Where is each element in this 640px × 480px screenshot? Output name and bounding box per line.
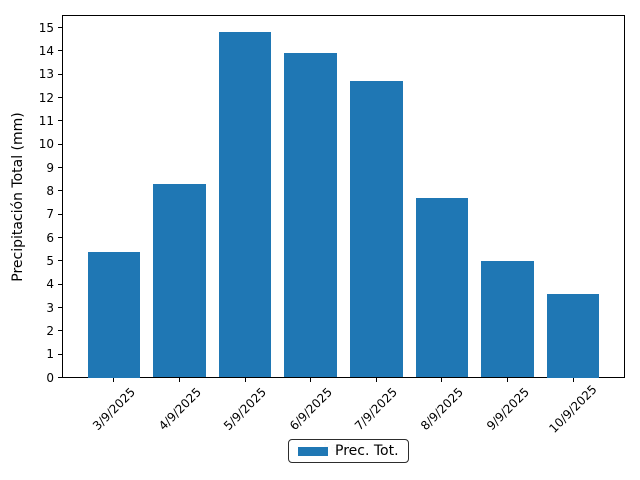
y-tick-label: 7 (46, 207, 54, 222)
bar (87, 251, 141, 378)
y-tick-mark (58, 213, 62, 215)
y-tick-mark (58, 27, 62, 29)
y-tick-label: 6 (46, 230, 54, 245)
y-tick-mark (58, 330, 62, 332)
x-tick-label: 10/9/2025 (546, 382, 600, 436)
y-tick-mark (58, 377, 62, 378)
y-tick-mark (58, 283, 62, 285)
x-tick-mark (113, 377, 115, 382)
x-tick-label: 5/9/2025 (221, 384, 270, 434)
bar (481, 260, 534, 378)
x-tick-mark (179, 377, 180, 382)
y-tick-label: 15 (38, 20, 54, 35)
y-tick-label: 13 (38, 67, 54, 82)
bar (350, 81, 403, 378)
y-tick-label: 9 (46, 160, 54, 175)
bar (153, 183, 206, 378)
y-tick-label: 11 (38, 113, 54, 128)
y-tick-mark (58, 190, 62, 192)
legend-label: Prec. Tot. (335, 443, 399, 459)
x-tick-label: 3/9/2025 (89, 384, 138, 434)
y-axis-label: Precipitación Total (mm) (10, 111, 27, 282)
x-tick-mark (572, 377, 574, 382)
y-tick-mark (58, 260, 62, 262)
y-tick-label: 10 (38, 137, 54, 152)
legend: Prec. Tot. (288, 439, 409, 463)
legend-swatch (298, 446, 328, 456)
x-tick-mark (310, 377, 312, 382)
y-tick-mark (58, 237, 62, 238)
y-axis-label-column: Precipitación Total (mm) (4, 15, 32, 378)
bar (218, 32, 272, 378)
y-tick-mark (58, 50, 62, 52)
y-tick-mark (58, 97, 62, 99)
bar (546, 293, 600, 378)
y-tick-label: 3 (46, 300, 54, 315)
y-tick-mark (58, 307, 62, 308)
y-tick-mark (58, 73, 62, 75)
x-tick-mark (507, 377, 508, 382)
x-tick-mark (244, 377, 246, 382)
y-tick-mark (58, 353, 62, 355)
x-tick-mark (441, 377, 443, 382)
y-tick-label: 0 (46, 370, 54, 385)
x-tick-mark (375, 377, 377, 382)
x-tick-label: 8/9/2025 (417, 384, 466, 434)
y-tick-label: 12 (38, 90, 54, 105)
y-tick-mark (58, 143, 62, 145)
x-tick-label: 9/9/2025 (483, 384, 532, 434)
bar (415, 197, 469, 378)
x-tick-label: 6/9/2025 (286, 384, 335, 434)
y-tick-mark (58, 120, 62, 122)
y-tick-label: 8 (46, 183, 54, 198)
y-tick-label: 14 (38, 43, 54, 58)
y-tick-label: 4 (46, 277, 54, 292)
y-tick-mark (58, 167, 62, 169)
y-tick-label: 2 (46, 323, 54, 338)
y-tick-label: 5 (46, 253, 54, 268)
x-tick-label: 7/9/2025 (352, 384, 401, 434)
bar (284, 53, 337, 378)
plot-area (62, 15, 625, 378)
x-tick-label: 4/9/2025 (155, 384, 204, 434)
y-tick-label: 1 (46, 347, 54, 362)
